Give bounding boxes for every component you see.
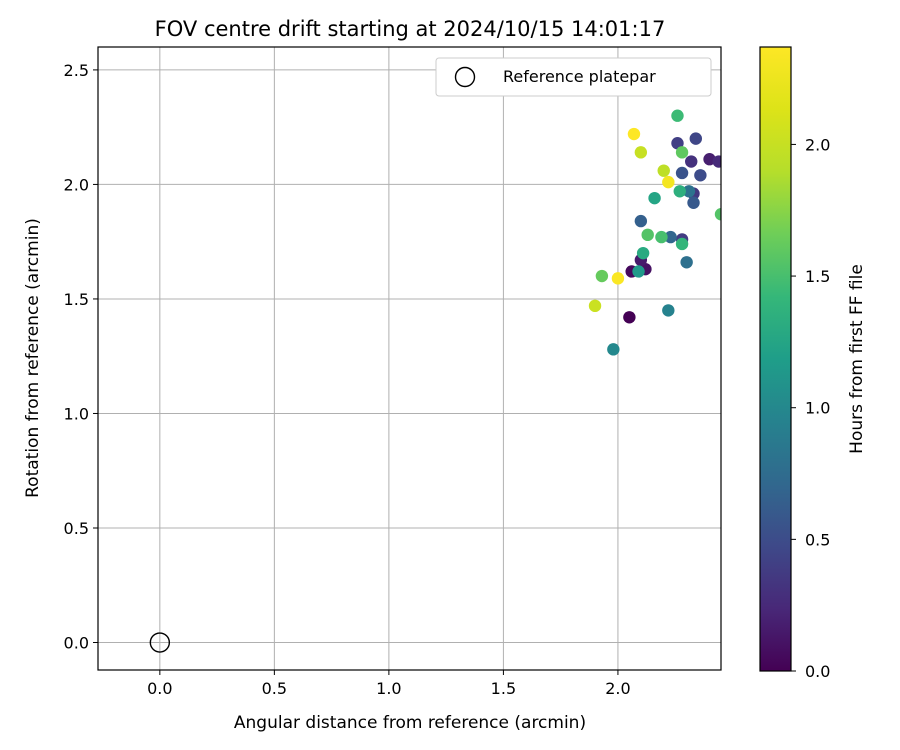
x-tick-label: 0.5 — [262, 679, 287, 698]
colorbar-gradient — [759, 46, 792, 672]
x-tick-label: 2.0 — [605, 679, 630, 698]
plot-area — [98, 47, 721, 670]
x-axis-label: Angular distance from reference (arcmin) — [234, 713, 586, 733]
data-point — [689, 132, 703, 145]
grid-lines — [98, 47, 721, 670]
data-point — [687, 196, 700, 209]
colorbar: 0.0 0.5 1.0 1.5 2.0 Hours from first FF file — [759, 46, 867, 681]
plot-frame — [97, 46, 722, 671]
y-tick-label: 0.5 — [64, 519, 89, 538]
data-point — [627, 127, 641, 141]
x-tick-label: 0.0 — [147, 679, 172, 698]
data-point — [611, 272, 625, 285]
data-point — [685, 155, 698, 168]
data-point — [675, 146, 689, 159]
scatter-points — [588, 109, 721, 356]
legend-box — [435, 57, 712, 97]
colorbar-tick-label: 0.5 — [805, 530, 830, 549]
colorbar-label: Hours from first FF file — [847, 264, 867, 454]
legend-marker-icon — [454, 66, 476, 88]
data-point — [588, 299, 602, 313]
x-axis-ticks: 0.0 0.5 1.0 1.5 2.0 — [147, 670, 631, 698]
data-point — [662, 175, 675, 189]
data-point — [664, 230, 677, 244]
data-point — [636, 246, 650, 260]
data-point — [607, 343, 620, 356]
data-point — [632, 265, 645, 278]
colorbar-tick-label: 1.0 — [805, 399, 830, 418]
y-axis-label: Rotation from reference (arcmin) — [23, 218, 43, 498]
data-point — [634, 146, 648, 159]
y-tick-label: 2.5 — [64, 61, 89, 80]
x-tick-label: 1.5 — [491, 679, 516, 698]
y-tick-label: 0.0 — [64, 634, 89, 653]
data-point — [655, 230, 668, 244]
chart-title: FOV centre drift starting at 2024/10/15 … — [155, 17, 666, 41]
y-tick-label: 1.0 — [64, 404, 89, 423]
data-point — [648, 191, 661, 205]
legend: Reference platepar — [435, 57, 712, 97]
data-point — [641, 228, 654, 242]
data-point — [662, 304, 675, 317]
y-tick-label: 2.0 — [64, 175, 89, 194]
data-point — [673, 185, 686, 198]
colorbar-ticks: 0.0 0.5 1.0 1.5 2.0 — [791, 135, 830, 681]
x-tick-label: 1.0 — [376, 679, 401, 698]
legend-label: Reference platepar — [503, 67, 656, 86]
data-point — [714, 208, 721, 221]
data-point — [712, 155, 721, 168]
data-point — [675, 237, 689, 251]
y-tick-label: 1.5 — [64, 290, 89, 309]
data-point — [682, 185, 696, 198]
colorbar-tick-label: 1.5 — [805, 267, 830, 286]
data-point — [675, 166, 689, 180]
data-point — [694, 169, 707, 182]
data-point — [595, 269, 609, 283]
data-point — [634, 214, 648, 228]
data-point — [623, 311, 636, 324]
data-point — [671, 136, 684, 150]
y-axis-ticks: 0.0 0.5 1.0 1.5 2.0 2.5 — [64, 61, 98, 653]
data-point — [680, 256, 693, 269]
colorbar-tick-label: 0.0 — [805, 662, 830, 681]
data-point — [657, 164, 670, 177]
data-point — [671, 109, 684, 122]
reference-point-marker — [149, 632, 171, 653]
colorbar-tick-label: 2.0 — [805, 135, 830, 154]
